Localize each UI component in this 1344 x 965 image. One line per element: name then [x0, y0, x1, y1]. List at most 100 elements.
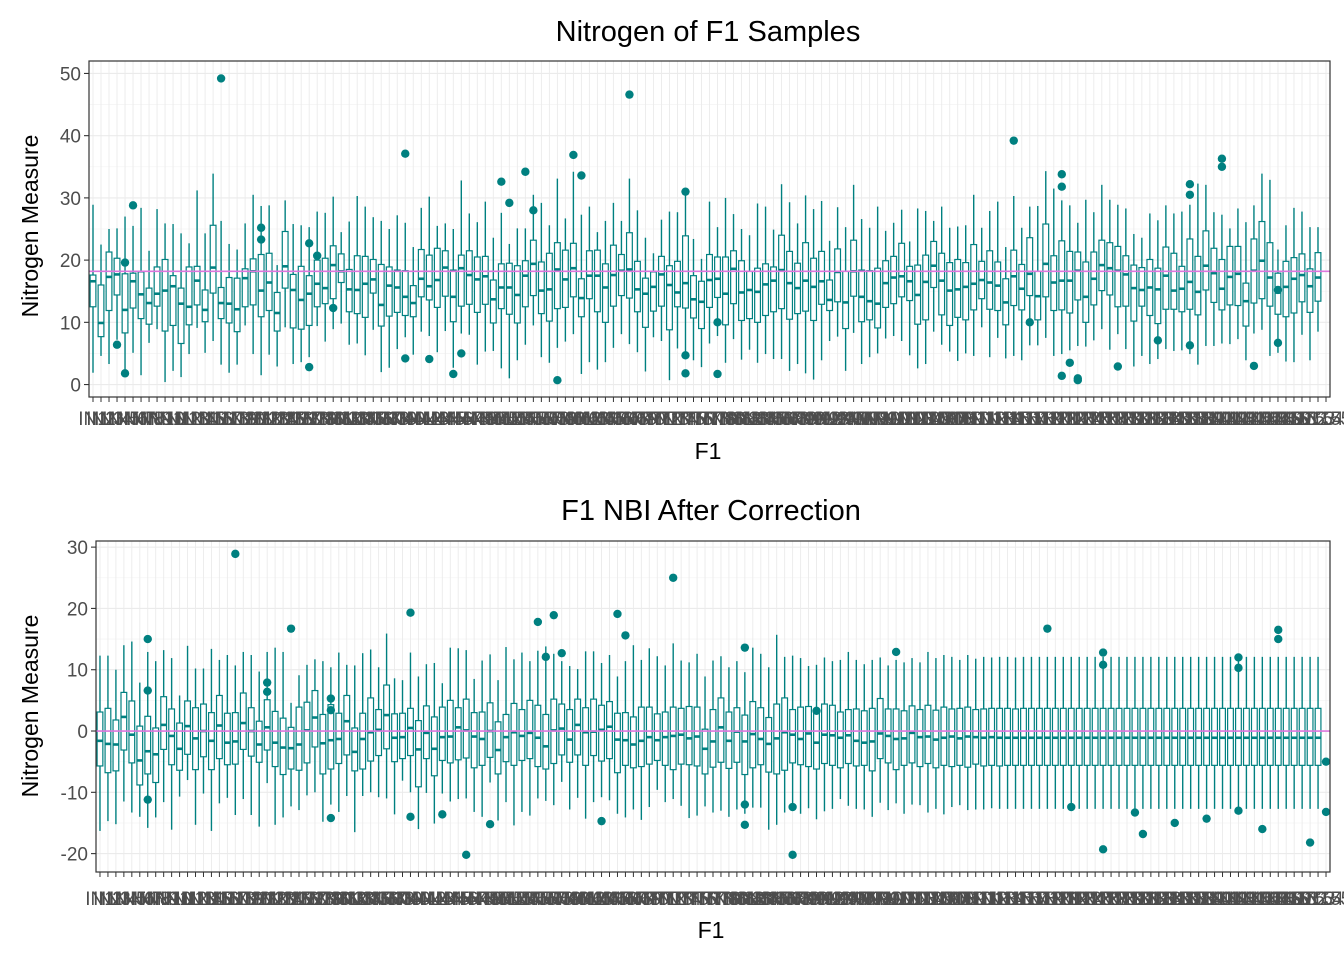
x-tick-label: IN91 [794, 409, 834, 430]
outlier-point [549, 610, 558, 620]
box-body [430, 716, 438, 777]
box-72 [661, 665, 669, 803]
x-tick-label: IN83 [729, 409, 769, 430]
x-tick-label: IN13 [175, 889, 215, 910]
plot-area: -20-100102030IN1IN2IN3IN4IN5IN6IN7IN8IN9… [61, 538, 1344, 910]
box-59 [558, 661, 566, 782]
box-body [1210, 247, 1218, 304]
x-tick-label: IN10 [152, 889, 192, 910]
box-100 [882, 230, 890, 339]
box-body [241, 268, 249, 308]
box-33 [351, 665, 359, 833]
x-tick-label: IN43 [409, 409, 449, 430]
box-body [438, 706, 446, 762]
box-body [401, 270, 409, 317]
box-121 [1051, 656, 1059, 809]
x-tick-label: IN49 [462, 889, 502, 910]
outlier-point [1067, 802, 1076, 812]
x-tick-label: IN136 [1149, 409, 1200, 430]
box-149 [1274, 656, 1282, 809]
outlier-point [1057, 182, 1066, 191]
x-tick-label: IN111 [952, 889, 1000, 910]
x-tick-label: IN36 [359, 889, 399, 910]
box-body [367, 697, 375, 762]
box-136 [1170, 213, 1178, 351]
box-89 [797, 658, 805, 814]
box-138 [1187, 656, 1195, 809]
x-tick-label: IN145 [1221, 889, 1272, 910]
box-13 [185, 243, 193, 355]
box-body [177, 287, 185, 345]
box-body [770, 266, 778, 313]
box-117 [1018, 227, 1026, 361]
x-tick-label: IN19 [223, 889, 263, 910]
x-axis-label: F1 [695, 438, 722, 464]
box-body [414, 719, 422, 788]
box-85 [762, 206, 770, 355]
x-tick-label: IN117 [999, 889, 1048, 910]
x-tick-label: IN77 [685, 889, 725, 910]
outlier-point [216, 74, 226, 83]
box-131 [1131, 656, 1139, 809]
box-10 [161, 223, 169, 383]
x-tick-label: IN108 [926, 889, 977, 910]
box-99 [874, 206, 882, 354]
box-body [956, 707, 964, 766]
x-tick-label: IN114 [973, 409, 1023, 430]
outlier-point [425, 354, 434, 364]
x-tick-label: IN108 [924, 409, 975, 430]
box-37 [377, 220, 385, 373]
x-tick-label: IN119 [1015, 889, 1064, 910]
box-120 [1043, 656, 1051, 809]
box-body [526, 699, 534, 760]
box-body [593, 249, 601, 313]
box-95 [842, 227, 850, 371]
x-tick-label: IN114 [975, 889, 1025, 910]
box-body [510, 702, 518, 766]
box-135 [1162, 205, 1170, 350]
x-tick-label: IN137 [1157, 889, 1208, 910]
x-tick-label: IN43 [414, 889, 454, 910]
outlier-point [1274, 634, 1283, 644]
x-tick-label: IN16 [199, 889, 239, 910]
box-body [898, 242, 906, 298]
box-body [353, 255, 361, 315]
x-tick-label: IN80 [705, 409, 745, 430]
x-tick-label: IN47 [446, 889, 486, 910]
x-tick-label: IN144 [1213, 889, 1264, 910]
box-body [922, 254, 930, 321]
box-body [121, 273, 129, 334]
x-tick-label: IN137 [1157, 409, 1208, 430]
x-tick-label: IN29 [303, 889, 343, 910]
box-body [590, 698, 598, 757]
box-124 [1075, 656, 1083, 809]
box-114 [996, 656, 1004, 809]
x-tick-label: IN89 [778, 409, 818, 430]
x-tick-label: IN8 [134, 409, 164, 430]
box-77 [701, 676, 709, 807]
box-93 [828, 661, 836, 809]
box-body [494, 721, 502, 775]
box-136 [1171, 656, 1179, 809]
box-body [1130, 264, 1138, 322]
x-tick-label: IN5 [117, 889, 147, 910]
box-body [733, 707, 741, 763]
box-body [407, 707, 414, 757]
x-tick-label: IN70 [629, 889, 669, 910]
x-tick-label: IN95 [828, 889, 868, 910]
x-tick-label: IN60 [545, 409, 585, 430]
box-body [104, 707, 112, 774]
box-body [690, 275, 697, 319]
box-32 [343, 664, 351, 796]
outlier-point [286, 624, 296, 633]
outlier-point [1234, 806, 1243, 815]
box-54 [518, 652, 526, 812]
box-body [537, 261, 545, 315]
x-tick-label: IN52 [486, 889, 526, 910]
box-79 [717, 656, 725, 811]
outlier-point [401, 149, 410, 158]
x-tick-label: IN20 [231, 889, 271, 910]
box-56 [534, 650, 542, 799]
x-tick-label: IN4 [109, 889, 139, 910]
x-tick-label: IN68 [609, 409, 649, 430]
